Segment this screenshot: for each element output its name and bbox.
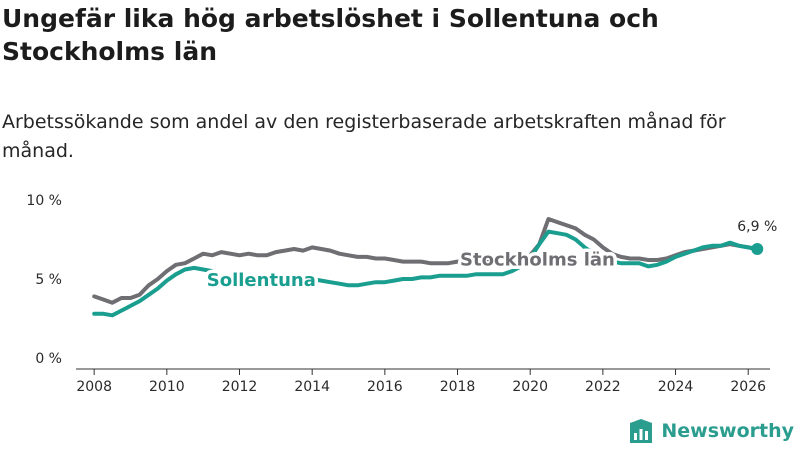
series-label-stockholms-lan: Stockholms län bbox=[460, 249, 615, 270]
newsworthy-logo[interactable]: Newsworthy bbox=[628, 418, 794, 444]
series-line-sollentuna bbox=[92, 229, 760, 318]
x-tick-label: 2024 bbox=[658, 379, 694, 395]
newsworthy-logo-icon bbox=[630, 419, 653, 443]
y-tick-label: 0 % bbox=[35, 351, 62, 367]
series-line-stockholms-lan bbox=[92, 217, 760, 305]
y-tick-label: 5 % bbox=[35, 272, 62, 288]
y-tick-label: 10 % bbox=[26, 193, 62, 209]
chart-title: Ungefär lika hög arbetslöshet i Sollentu… bbox=[2, 4, 659, 66]
x-tick-label: 2008 bbox=[76, 379, 112, 395]
newsworthy-logo-text: Newsworthy bbox=[661, 420, 794, 442]
axis-layer: 0 % 5 % 10 % 2008 2010 2012 2014 2016 2018 2020 20… bbox=[26, 193, 770, 395]
x-tick-label: 2014 bbox=[294, 379, 330, 395]
last-value-label: 6,9 % bbox=[737, 219, 777, 235]
x-tick-label: 2020 bbox=[512, 379, 548, 395]
last-value-marker bbox=[751, 242, 764, 255]
series-label-layer: 6,9 % Stockholms län Sollentuna bbox=[203, 219, 777, 295]
series-label-sollentuna: Sollentuna bbox=[207, 270, 316, 291]
x-tick-label: 2026 bbox=[730, 379, 766, 395]
series-layer bbox=[92, 217, 764, 318]
x-tick-label: 2010 bbox=[149, 379, 185, 395]
x-tick-label: 2016 bbox=[367, 379, 403, 395]
chart-subtitle: Arbetssökande som andel av den registerb… bbox=[2, 111, 726, 162]
x-tick-label: 2022 bbox=[585, 379, 621, 395]
x-tick-label: 2018 bbox=[440, 379, 476, 395]
x-tick-label: 2012 bbox=[222, 379, 258, 395]
